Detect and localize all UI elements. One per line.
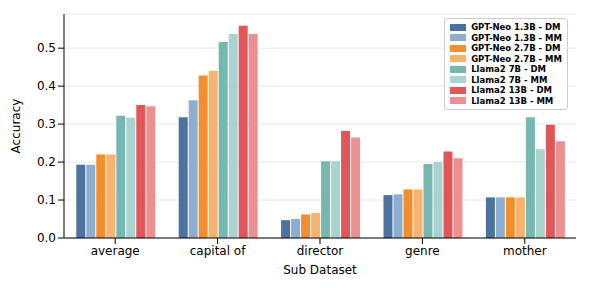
html-text:GPT-Neo 2.7B - MM: GPT-Neo 2.7B - MM — [471, 53, 562, 64]
html-text:GPT-Neo 1.3B - MM: GPT-Neo 1.3B - MM — [471, 32, 562, 43]
svg-text:0.0: 0.0 — [37, 231, 56, 245]
svg-text:0.1: 0.1 — [37, 193, 56, 207]
html-text:Llama2 7B - DM: Llama2 7B - DM — [471, 64, 546, 74]
svg-text:Accuracy: Accuracy — [9, 99, 23, 154]
html-text:Llama2 13B - DM: Llama2 13B - DM — [471, 85, 552, 95]
svg-text:0.3: 0.3 — [37, 117, 56, 131]
html-text:Llama2 7B - MM: Llama2 7B - MM — [471, 74, 548, 85]
svg-text:genre: genre — [405, 244, 440, 258]
svg-text:average: average — [91, 244, 140, 258]
svg-text:0.5: 0.5 — [37, 41, 56, 55]
svg-text:capital of: capital of — [190, 244, 246, 258]
svg-text:mother: mother — [503, 244, 547, 258]
svg-text:0.2: 0.2 — [37, 155, 56, 169]
html-text:GPT-Neo 2.7B - DM: GPT-Neo 2.7B - DM — [471, 43, 561, 53]
html-text:Llama2 13B - MM: Llama2 13B - MM — [471, 95, 554, 106]
html-text:GPT-Neo 1.3B - DM: GPT-Neo 1.3B - DM — [471, 22, 561, 32]
svg-text:0.4: 0.4 — [37, 79, 56, 93]
svg-text:Sub Dataset: Sub Dataset — [283, 263, 357, 277]
svg-text:director: director — [297, 244, 344, 258]
